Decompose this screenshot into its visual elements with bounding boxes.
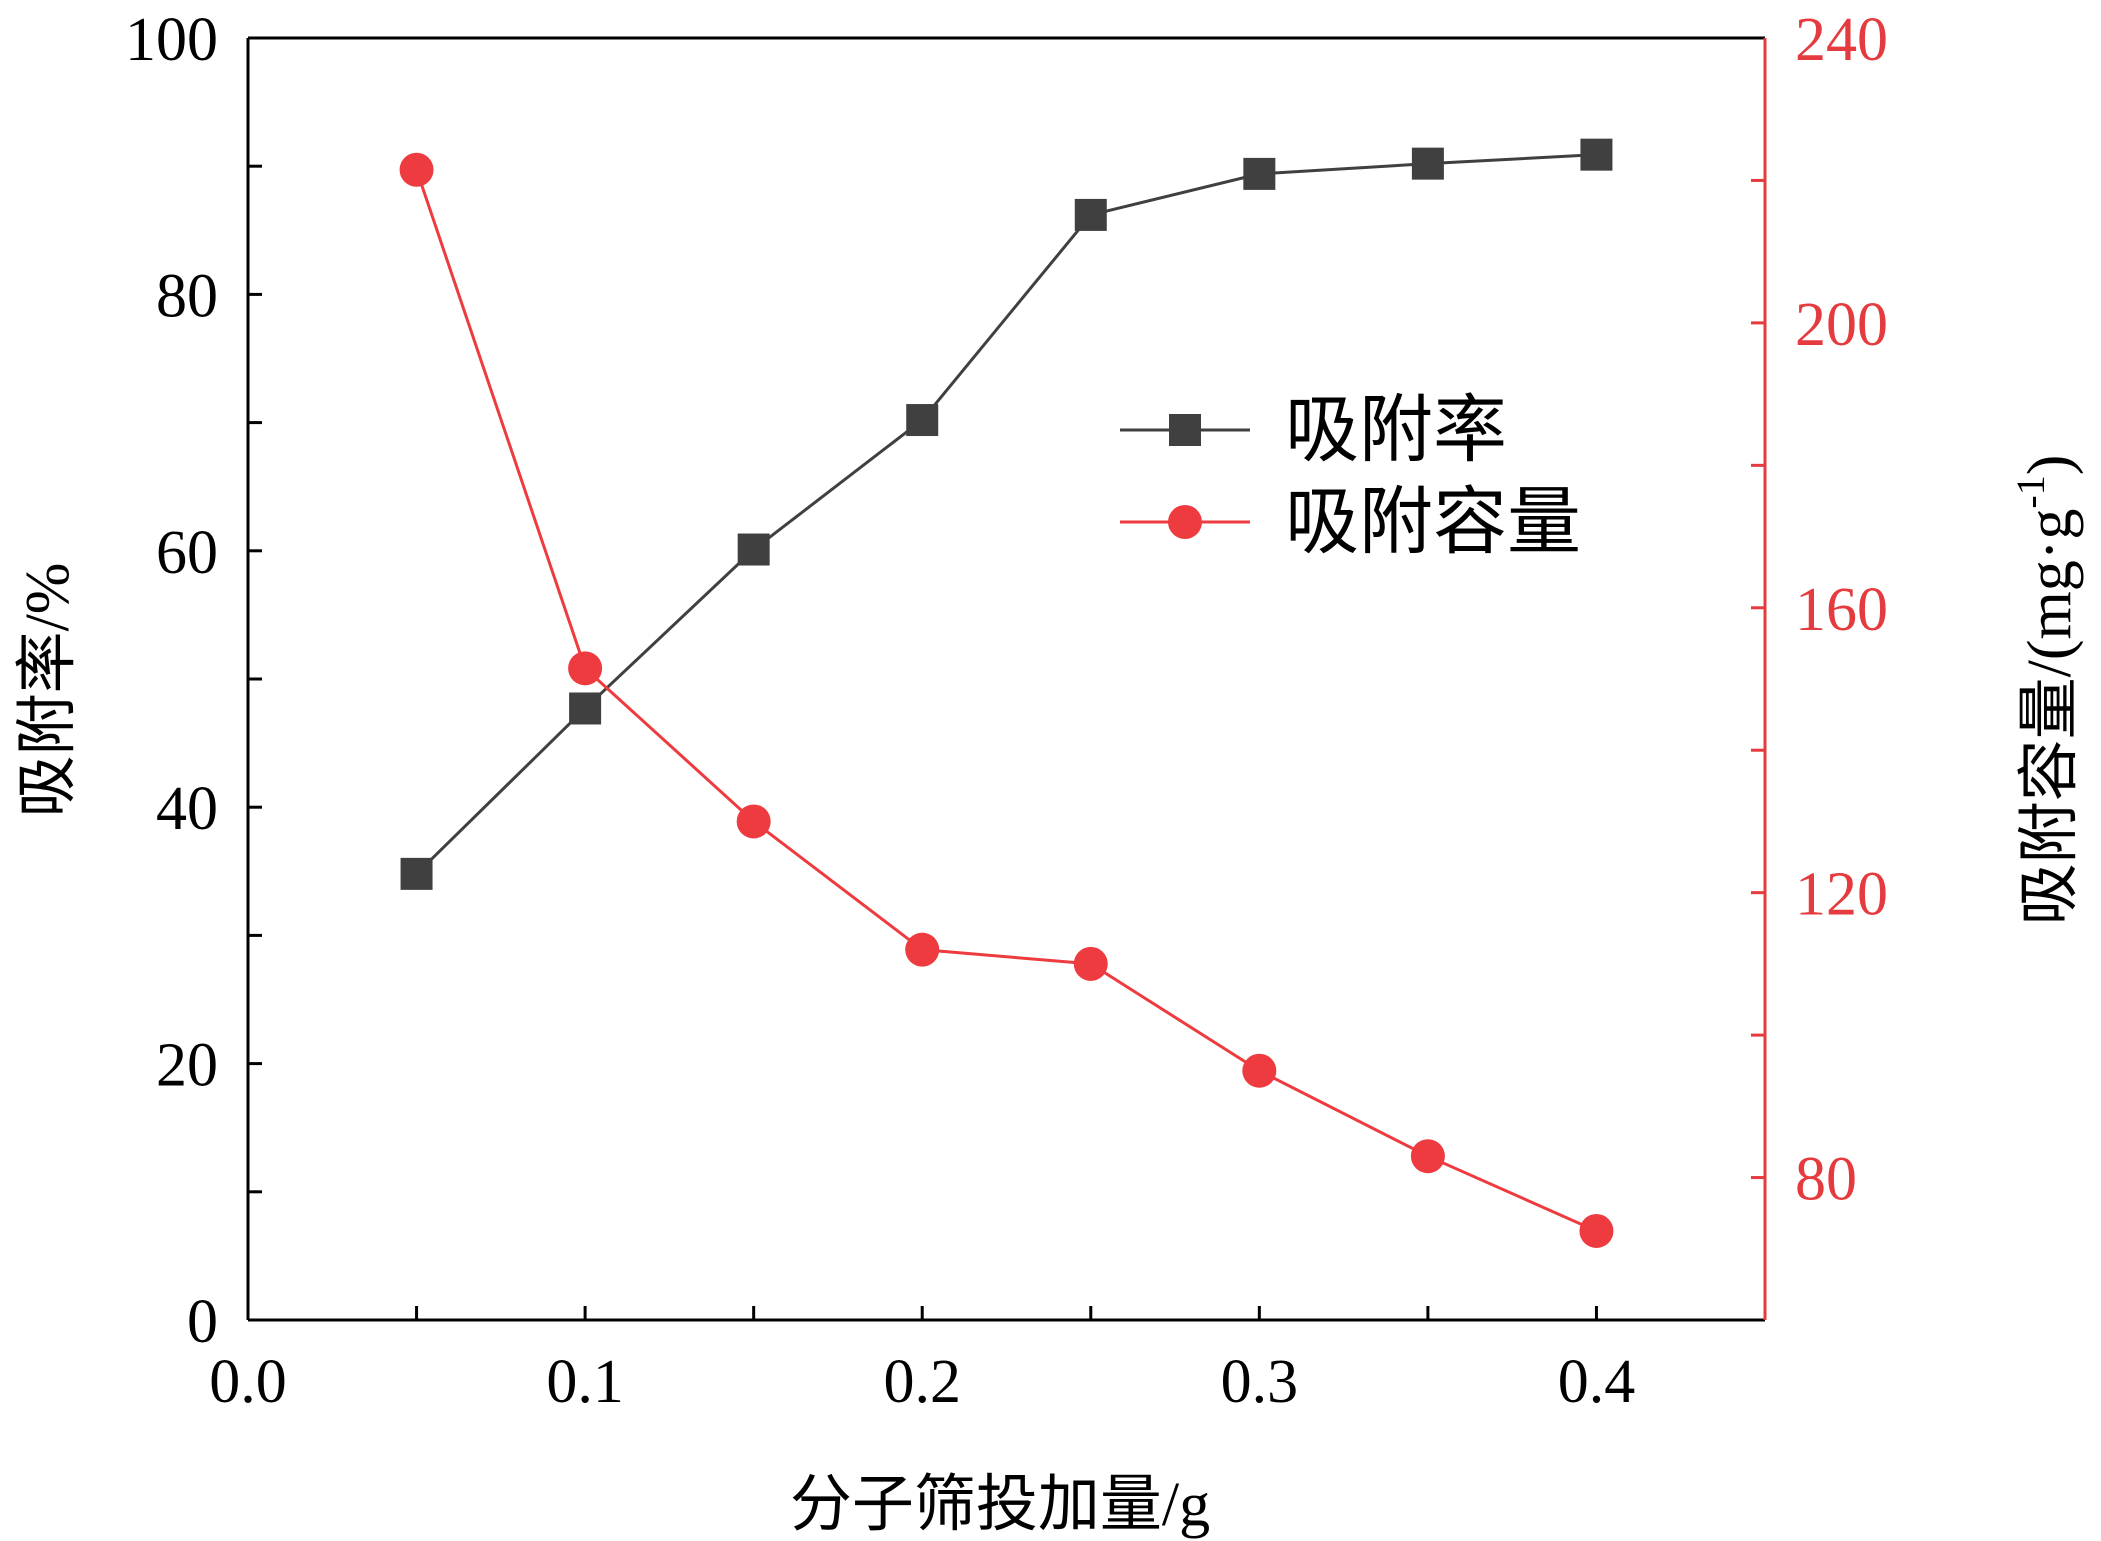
right-y-axis-title-main: 吸附容量/(mg·g (2016, 509, 2084, 926)
right-y-axis-title-close: ) (2016, 455, 2084, 476)
left-y-tick-label: 60 (156, 519, 218, 587)
left-y-tick-label: 100 (125, 6, 218, 74)
data-point-square (1411, 147, 1444, 180)
right-y-axis-title: 吸附容量/(mg·g-1) (2008, 455, 2084, 926)
right-y-tick-label: 80 (1795, 1146, 1857, 1214)
right-y-axis-ticks: 80 120 160 200 240 (1751, 6, 1888, 1214)
series-line (415, 153, 1597, 875)
series-adsorption-rate (400, 138, 1613, 890)
series-layer (399, 138, 1614, 1248)
left-y-tick-label: 80 (156, 262, 218, 330)
series-line (415, 169, 1598, 1233)
data-point-circle (736, 804, 771, 839)
left-y-axis-title: 吸附率/% (14, 563, 82, 818)
right-y-tick-label: 120 (1795, 861, 1888, 929)
data-point-circle (568, 651, 603, 686)
x-tick-label: 0.1 (546, 1348, 624, 1416)
right-y-tick-label: 240 (1795, 6, 1888, 74)
left-y-tick-label: 0 (187, 1288, 218, 1356)
x-tick-label: 0.3 (1221, 1348, 1299, 1416)
x-axis-ticks: 0.0 0.1 0.2 0.3 0.4 (209, 1306, 1635, 1416)
x-tick-label: 0.0 (209, 1348, 287, 1416)
legend-label-capacity: 吸附容量 (1285, 482, 1581, 564)
left-y-tick-label: 40 (156, 775, 218, 843)
data-point-circle (1073, 946, 1108, 981)
data-point-square (1074, 198, 1107, 231)
data-point-square (1580, 138, 1613, 171)
legend: 吸附率 吸附容量 (1120, 390, 1581, 564)
axes (246, 36, 1767, 1322)
data-point-square (1243, 157, 1276, 190)
legend-marker-rate (1169, 414, 1201, 446)
data-point-circle (1579, 1213, 1614, 1248)
data-point-circle (399, 152, 434, 187)
data-point-square (569, 692, 602, 725)
right-y-tick-label: 160 (1795, 576, 1888, 644)
data-point-square (400, 857, 433, 890)
legend-label-rate: 吸附率 (1285, 390, 1507, 472)
series-adsorption-capacity (399, 152, 1614, 1248)
x-tick-label: 0.2 (883, 1348, 961, 1416)
right-y-tick-label: 200 (1795, 291, 1888, 359)
x-tick-label: 0.4 (1558, 1348, 1636, 1416)
left-y-tick-label: 20 (156, 1032, 218, 1100)
data-point-square (737, 533, 770, 566)
data-point-circle (1242, 1053, 1277, 1088)
right-y-axis-title-sup: -1 (2008, 475, 2053, 508)
legend-marker-capacity (1168, 505, 1202, 539)
data-point-circle (1410, 1139, 1445, 1174)
x-axis-title: 分子筛投加量/g (790, 1471, 1210, 1539)
data-point-circle (905, 932, 940, 967)
left-y-axis-ticks: 0 20 40 60 80 100 (125, 6, 262, 1356)
data-point-square (906, 404, 939, 437)
